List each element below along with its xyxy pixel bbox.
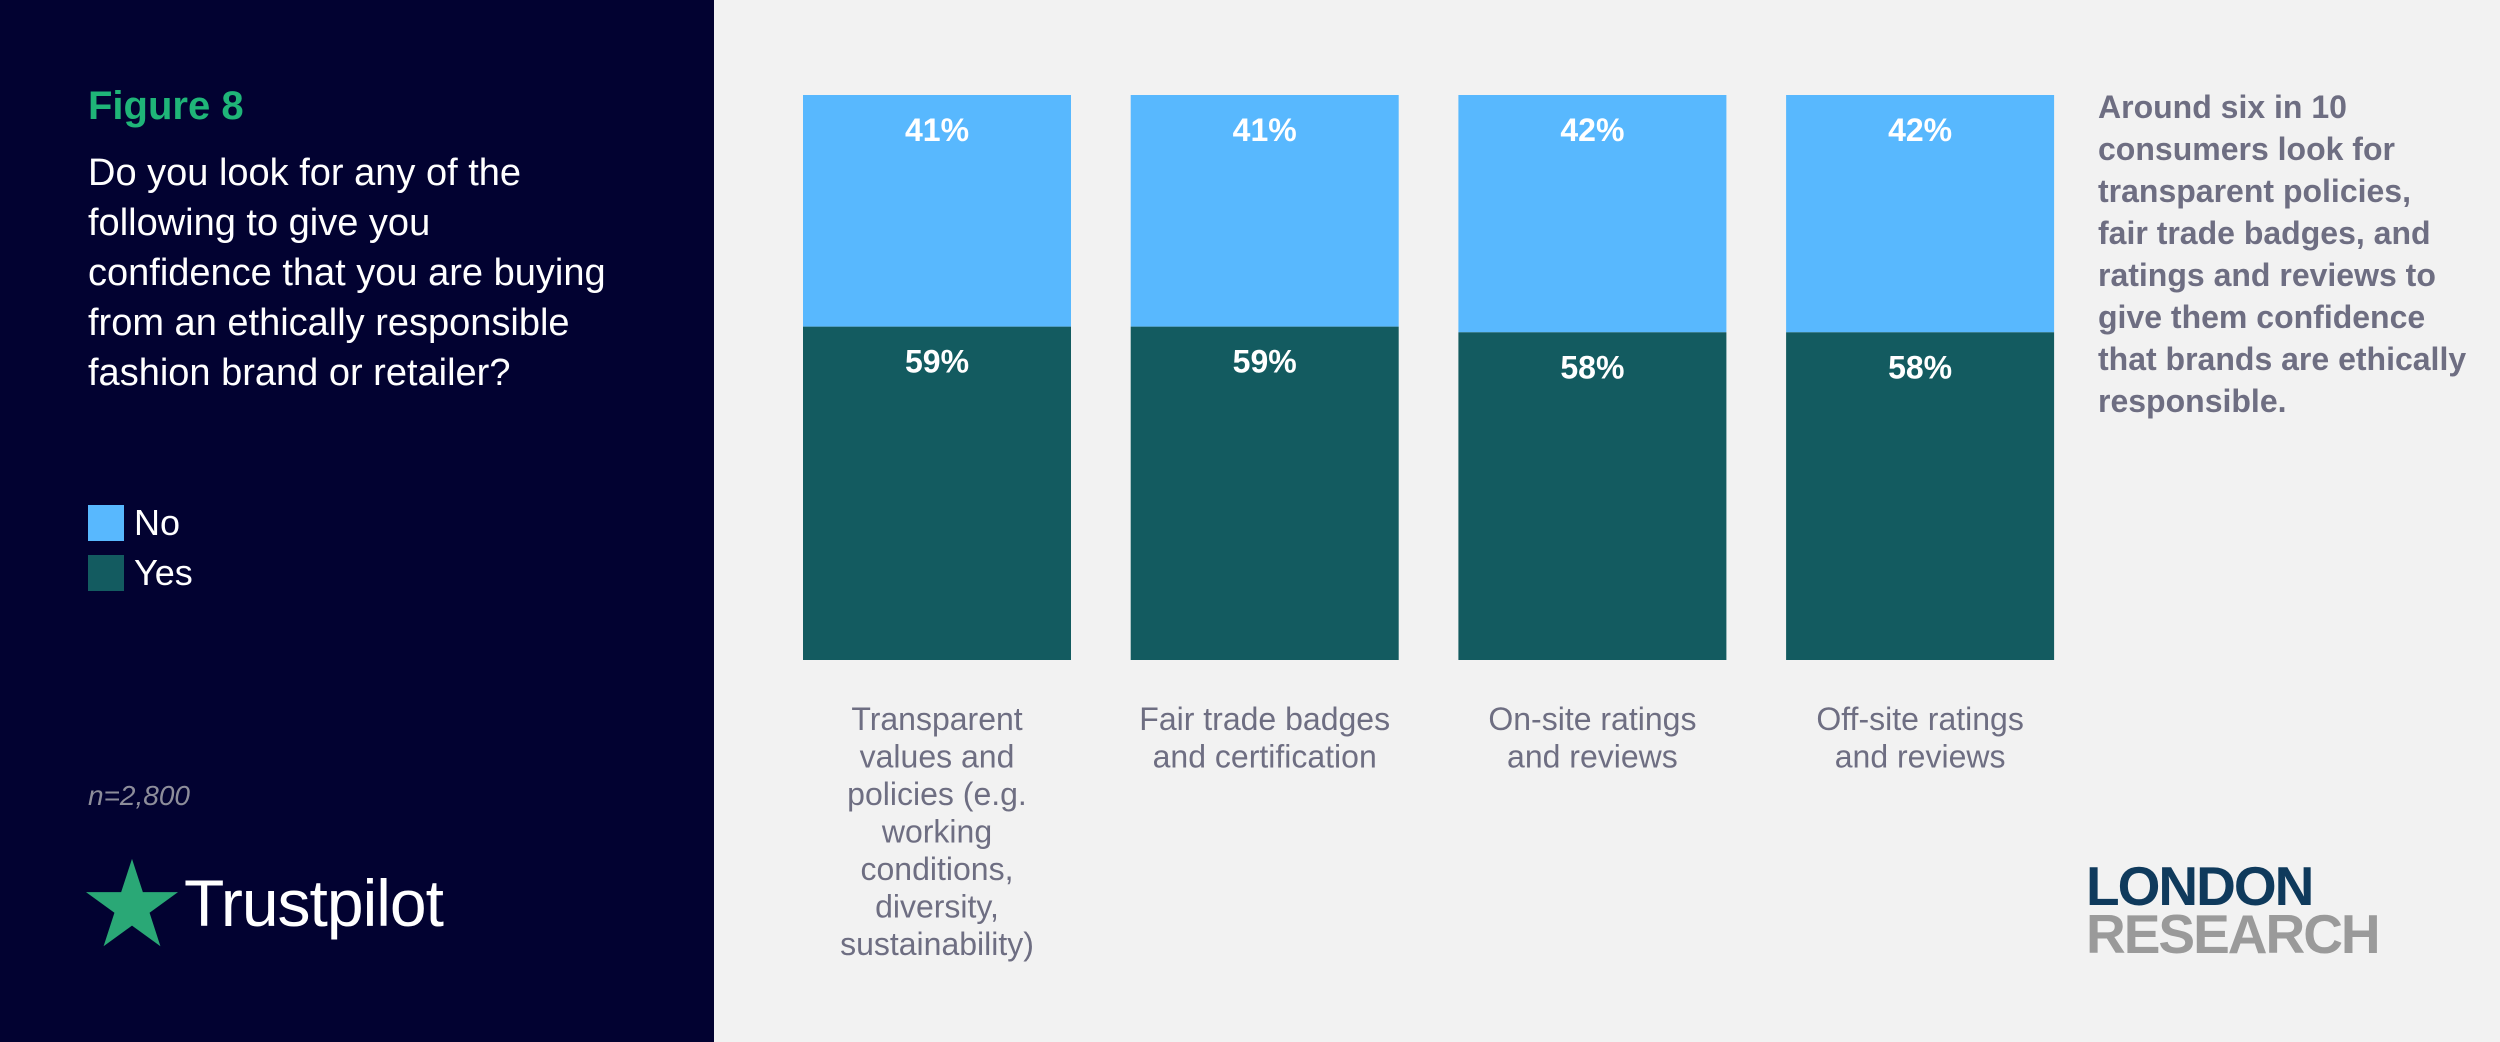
category-label-2: Fair trade badges and certification [1139, 701, 1390, 775]
data-label-yes-4: 58% [1888, 349, 1952, 385]
data-label-no-2: 41% [1233, 112, 1297, 148]
legend-item-yes: Yes [88, 552, 193, 593]
bar-yes-3 [1458, 332, 1727, 660]
bar-labels-group: 41% 59% 41% 59% 42% 58% 42% 58% [905, 112, 1952, 385]
brand-line-1: LONDON [2086, 855, 2314, 917]
category-label-4: Off-site ratings and reviews [1816, 701, 2023, 775]
legend-label-yes: Yes [134, 552, 193, 593]
london-research-logo: LONDON RESEARCH [2086, 855, 2381, 965]
brand-line-2: RESEARCH [2086, 903, 2381, 965]
bar-yes-2 [1130, 326, 1399, 660]
figure-label: Figure 8 [88, 84, 244, 128]
bar-no-2 [1130, 95, 1399, 327]
chart-question: Do you look for any of the following to … [88, 152, 606, 394]
star-icon [86, 858, 178, 947]
data-label-yes-3: 58% [1560, 349, 1624, 385]
category-label-1: Transparent values and policies (e.g. worki… [840, 701, 1034, 962]
bars-group [803, 95, 2055, 660]
trustpilot-logo: Trustpilot [86, 858, 444, 948]
annotation-text: Around six in 10 consumers look for tran… [2098, 89, 2467, 419]
data-label-yes-1: 59% [905, 344, 969, 380]
legend-swatch-no [88, 505, 124, 541]
bar-no-3 [1458, 95, 1727, 333]
data-label-no-3: 42% [1560, 112, 1624, 148]
category-labels-group: Transparent values and policies (e.g. worki… [840, 701, 2024, 962]
bar-yes-4 [1786, 332, 2055, 660]
bar-no-1 [803, 95, 1071, 327]
bar-yes-1 [803, 326, 1071, 660]
legend-label-no: No [134, 502, 181, 543]
bar-no-4 [1786, 95, 2055, 333]
legend-item-no: No [88, 502, 181, 543]
data-label-no-4: 42% [1888, 112, 1952, 148]
left-panel: Figure 8 Do you look for any of the foll… [0, 0, 714, 1042]
data-label-yes-2: 59% [1233, 344, 1297, 380]
legend-swatch-yes [88, 555, 124, 591]
sample-size: n=2,800 [88, 780, 190, 811]
data-label-no-1: 41% [905, 112, 969, 148]
logo-text: Trustpilot [184, 866, 444, 940]
category-label-3: On-site ratings and reviews [1488, 701, 1696, 775]
